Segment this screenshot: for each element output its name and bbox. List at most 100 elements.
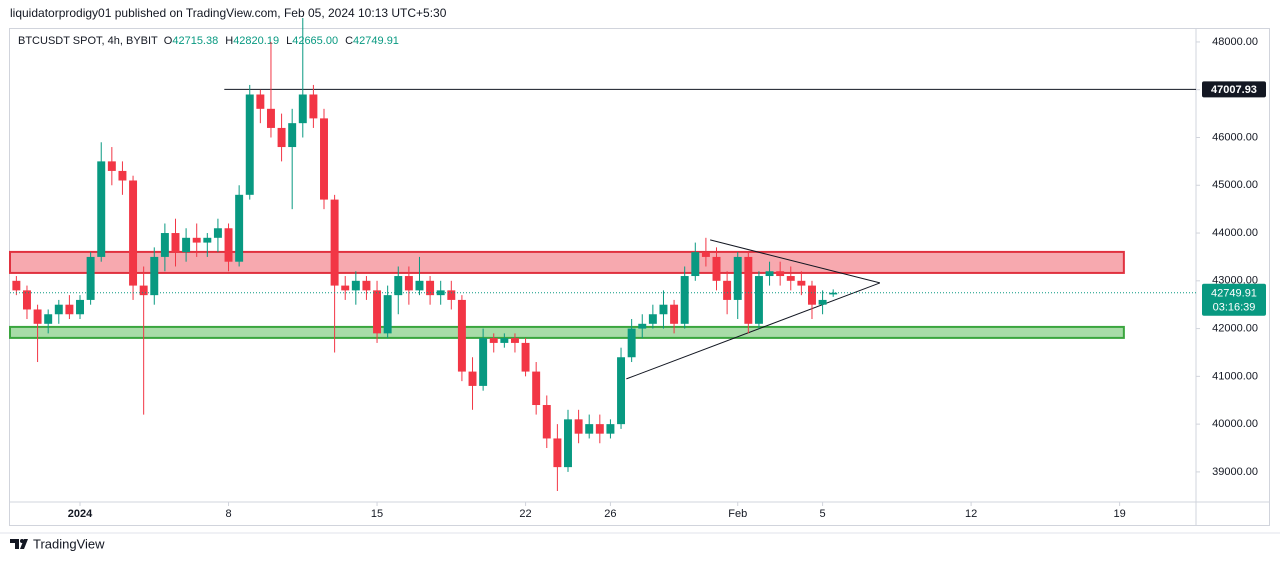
candle-body [235, 194, 244, 262]
ohlc-key: H [225, 35, 233, 47]
candle-body [733, 256, 742, 300]
candle-body [65, 304, 74, 315]
candle-body [150, 256, 159, 296]
candle-body [691, 252, 700, 277]
candle-body [341, 285, 350, 291]
candle-body [638, 323, 647, 329]
candle-body [712, 256, 721, 281]
candle-body [489, 338, 498, 343]
level-tag [1202, 81, 1266, 98]
y-tick-label: 41000.00 [1212, 370, 1258, 382]
y-tick-label: 39000.00 [1212, 466, 1258, 478]
candle-body [373, 290, 382, 334]
candle-body [288, 123, 297, 148]
published-line: liquidatorprodigy01 published on Trading… [10, 6, 447, 20]
candle-body [256, 94, 265, 109]
y-tick-label: 48000.00 [1212, 36, 1258, 48]
candle-body [723, 280, 732, 300]
candle-body [542, 405, 551, 439]
candle-body [351, 280, 360, 291]
candle-body [118, 170, 127, 181]
level-label: 47007.93 [1211, 84, 1257, 96]
frame [9, 28, 1270, 526]
x-tick-label: Feb [728, 508, 747, 520]
candle-body [585, 424, 594, 434]
candle-body [457, 299, 466, 372]
candle-body [404, 276, 413, 291]
x-tick-label: 15 [371, 508, 383, 520]
candle-body [500, 338, 509, 343]
candle-body [468, 371, 477, 386]
candle-body [797, 280, 806, 286]
trend-line [710, 239, 880, 284]
candle-body [383, 295, 392, 334]
candle-body [808, 285, 816, 305]
ohlc-key: O [164, 35, 173, 47]
candle-body [203, 237, 212, 243]
candle-body [574, 419, 583, 434]
ohlc-value: 42665.00 [292, 35, 338, 47]
candle-body [776, 271, 785, 277]
candle-body [394, 276, 403, 296]
candle-body [330, 199, 339, 286]
candle-body [160, 233, 169, 257]
ohlc-value: 42715.38 [172, 35, 218, 47]
candle-body [617, 357, 626, 425]
x-tick-label: 8 [225, 508, 231, 520]
candle-body [298, 94, 307, 124]
candle-body [553, 438, 562, 468]
y-tick-label: 43000.00 [1212, 275, 1258, 287]
candle-body [510, 338, 519, 343]
candle-body [97, 161, 106, 257]
candle-body [107, 161, 116, 171]
candle-body [786, 276, 795, 281]
x-tick-label: 26 [604, 508, 616, 520]
countdown-label: 03:16:39 [1213, 302, 1256, 314]
candle-body [818, 299, 827, 305]
ohlc-key: L [286, 35, 292, 47]
ohlc-key: C [345, 35, 353, 47]
candle-body [22, 290, 31, 310]
candle-body [76, 299, 84, 315]
candle-body [44, 314, 53, 324]
candle-body [129, 180, 138, 286]
zone [9, 325, 1125, 339]
candle-body [829, 292, 838, 295]
candle-body [224, 228, 233, 262]
candle-body [12, 280, 21, 291]
candle-body [701, 252, 710, 257]
x-tick-label: 5 [820, 508, 826, 520]
footer-brand: TradingView [33, 536, 105, 551]
y-tick-label: 40000.00 [1212, 418, 1258, 430]
trend-line [626, 282, 881, 380]
tv-logo [10, 539, 28, 549]
zone [9, 250, 1125, 274]
y-tick-label: 44000.00 [1212, 227, 1258, 239]
logo-dot [20, 539, 24, 543]
candle-body [277, 127, 286, 148]
candle-body [426, 280, 435, 296]
candle-body [521, 342, 530, 372]
candle-body [479, 338, 488, 386]
ohlc-value: 42749.91 [353, 35, 399, 47]
candle-body [532, 371, 541, 406]
candle-body [754, 276, 763, 324]
x-tick-label: 22 [519, 508, 531, 520]
candle-body [266, 108, 275, 128]
candle-body [362, 280, 371, 291]
candle-body [659, 304, 668, 315]
candle-body [595, 424, 604, 434]
symbol: BTCUSDT SPOT, 4h, BYBIT [18, 35, 158, 47]
candle-body [320, 118, 328, 200]
candle-body [192, 237, 201, 243]
candle-body [744, 256, 753, 324]
x-tick-label: 19 [1113, 508, 1125, 520]
candle-body [564, 419, 572, 468]
candle-body [680, 276, 689, 324]
last-price-label: 42749.91 [1211, 288, 1257, 300]
y-tick-label: 42000.00 [1212, 322, 1258, 334]
candle-body [436, 290, 445, 296]
candle-body [213, 228, 222, 238]
candle-body [86, 256, 95, 300]
